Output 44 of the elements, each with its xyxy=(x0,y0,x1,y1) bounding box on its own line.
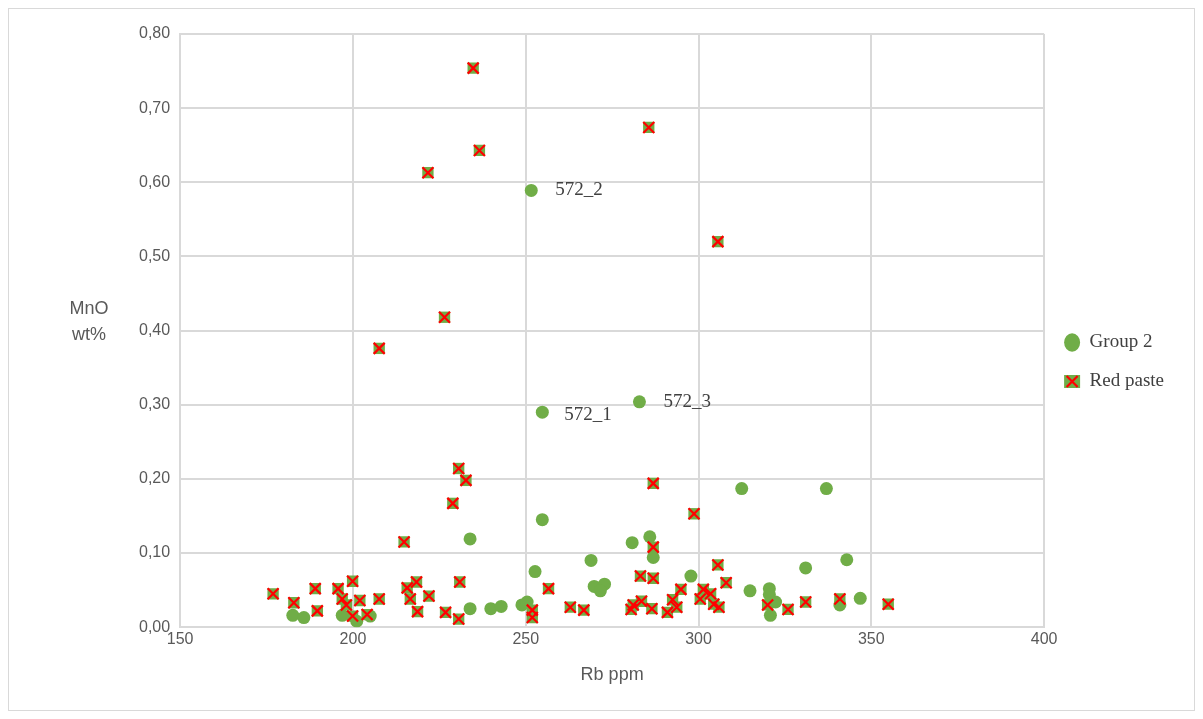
x-tick-label: 300 xyxy=(685,630,712,648)
y-tick-label: 0,40 xyxy=(139,321,171,339)
point xyxy=(799,561,813,575)
annotation: 572_3 xyxy=(663,389,711,411)
point xyxy=(463,532,477,546)
legend-label: Red paste xyxy=(1089,369,1165,391)
point xyxy=(524,183,538,197)
point xyxy=(819,482,833,496)
y-axis-title: MnO wt% xyxy=(68,297,110,346)
point xyxy=(286,608,300,622)
point xyxy=(335,608,349,622)
x-tick-label: 350 xyxy=(857,630,885,648)
point xyxy=(535,513,549,527)
point xyxy=(484,602,498,616)
point xyxy=(584,553,598,567)
point xyxy=(463,602,477,616)
x-tick-label: 250 xyxy=(512,630,540,648)
y-tick-label: 0,30 xyxy=(139,395,171,413)
annotation: 572_1 xyxy=(564,403,612,425)
y-tick-label: 0,10 xyxy=(139,543,171,561)
y-tick-label: 0,80 xyxy=(139,24,171,42)
point xyxy=(743,584,757,598)
y-tick-label: 0,70 xyxy=(139,98,171,116)
x-axis-title: Rb ppm xyxy=(580,664,644,685)
y-tick-label: 0,50 xyxy=(139,246,171,264)
annotation: 572_2 xyxy=(555,178,603,200)
legend-label: Group 2 xyxy=(1089,330,1153,352)
y-tick-label: 0,60 xyxy=(139,172,171,190)
point xyxy=(643,530,657,544)
point xyxy=(684,569,698,583)
point xyxy=(763,608,777,622)
point xyxy=(853,591,867,605)
point xyxy=(646,551,660,564)
point xyxy=(535,405,549,419)
y-tick-label: 0,20 xyxy=(139,469,171,487)
point xyxy=(494,599,508,613)
point xyxy=(297,611,311,625)
point xyxy=(632,395,646,409)
point xyxy=(625,536,639,550)
point xyxy=(840,553,854,567)
x-tick-label: 400 xyxy=(1030,630,1058,648)
point xyxy=(735,482,749,496)
point xyxy=(528,565,542,579)
x-tick-label: 200 xyxy=(339,630,367,648)
